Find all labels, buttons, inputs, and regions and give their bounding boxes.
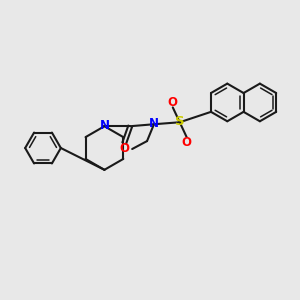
Text: N: N [99,119,110,132]
Text: S: S [175,115,184,128]
Text: O: O [119,142,129,154]
Text: O: O [182,136,192,148]
Text: N: N [149,117,159,130]
Text: O: O [168,96,178,109]
